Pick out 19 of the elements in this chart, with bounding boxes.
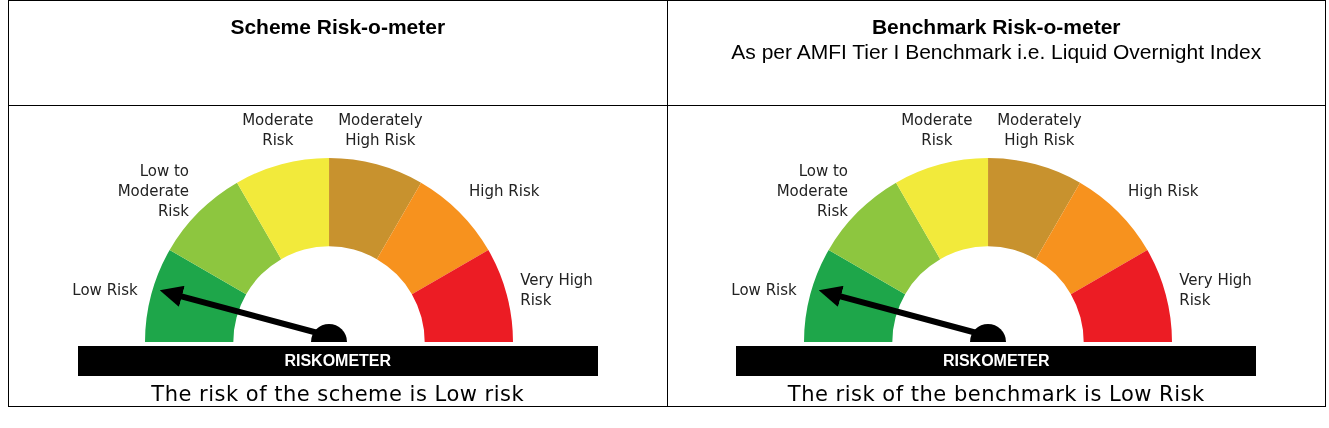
slice-label: Moderate Risk	[242, 110, 314, 149]
slice-label: High Risk	[469, 181, 540, 200]
slice-label: Low to Moderate Risk	[117, 161, 190, 220]
text: RISKOMETER	[736, 346, 1257, 376]
chart-title: Benchmark Risk-o-meter	[870, 15, 1122, 39]
slice-label: Low Risk	[730, 280, 797, 299]
slice-label: Low Risk	[72, 280, 139, 299]
slice-label: Moderately High Risk	[996, 110, 1082, 149]
text: The risk of the benchmark is Low Risk	[786, 382, 1206, 406]
text: The risk of the scheme is Low risk	[150, 382, 526, 406]
text: RISKOMETER	[77, 346, 598, 376]
chart-title: Scheme Risk-o-meter	[229, 15, 447, 39]
slice-label: Very High Risk	[1178, 270, 1252, 309]
chart-subtitle: As per AMFI Tier I Benchmark i.e. Liquid Overnight Index	[730, 39, 1263, 65]
slice-label: Moderate Risk	[900, 110, 972, 149]
slice-label: Very High Risk	[520, 270, 593, 309]
slice-label: Moderately High Risk	[338, 110, 423, 149]
slice-label: High Risk	[1127, 181, 1199, 200]
slice-label: Low to Moderate Risk	[776, 161, 848, 220]
